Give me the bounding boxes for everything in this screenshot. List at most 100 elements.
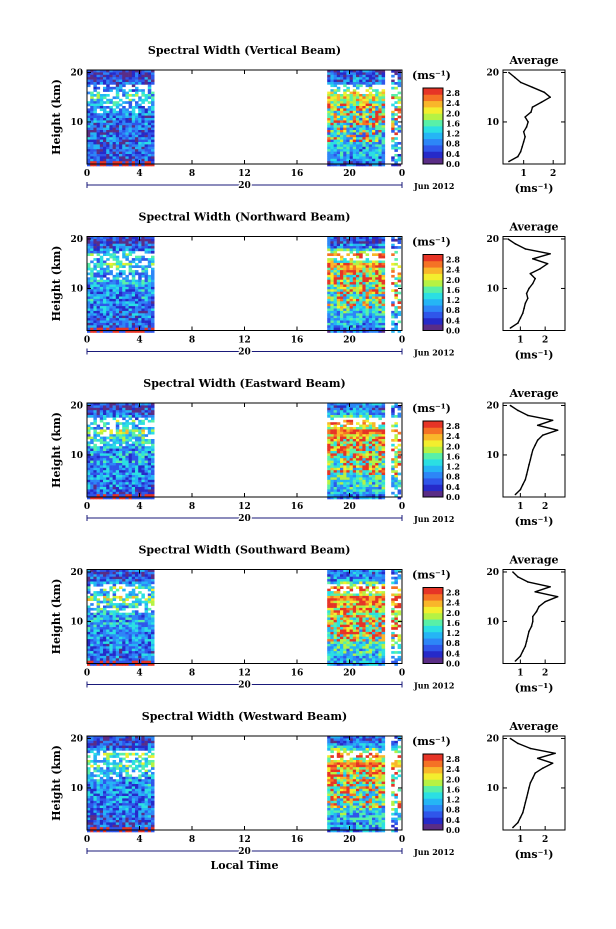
heatmap-cell — [93, 475, 97, 478]
heatmap-cell — [340, 482, 344, 485]
heatmap-cell — [131, 472, 136, 476]
heatmap-cell — [147, 139, 152, 143]
heatmap-cell — [141, 322, 145, 326]
heatmap-cell — [125, 274, 129, 278]
heatmap-cell — [122, 146, 126, 150]
heatmap-cell — [147, 598, 152, 601]
heatmap-cell — [128, 322, 133, 326]
heatmap-cell — [365, 236, 370, 240]
heatmap-cell — [333, 310, 338, 314]
heatmap-cell — [352, 443, 357, 447]
heatmap-cell — [96, 446, 101, 449]
heatmap-cell — [93, 284, 97, 288]
heatmap-cell — [112, 579, 117, 582]
heatmap-cell — [381, 410, 386, 413]
heatmap-cell — [141, 238, 145, 242]
heatmap-cell — [96, 579, 101, 582]
heatmap-cell — [378, 277, 382, 280]
heatmap-cell — [343, 470, 347, 473]
heatmap-cell — [119, 306, 123, 309]
heatmap-cell — [349, 258, 354, 261]
heatmap-cell — [330, 330, 334, 333]
heatmap-cell — [96, 142, 101, 145]
heatmap-cell — [147, 241, 152, 244]
heatmap-cell — [381, 460, 386, 464]
heatmap-cell — [147, 146, 152, 150]
heatmap-cell — [99, 491, 104, 495]
heatmap-cell — [352, 407, 357, 411]
heatmap-cell — [144, 127, 149, 131]
heatmap-cell — [109, 330, 113, 333]
colorbar-tick: 0.4 — [446, 482, 460, 492]
heatmap-cell — [327, 412, 331, 416]
heatmap-cell — [87, 125, 91, 128]
heatmap-cell — [128, 458, 133, 461]
heatmap-cell — [372, 325, 376, 328]
heatmap-cell — [346, 325, 350, 328]
heatmap-cell — [365, 429, 370, 433]
heatmap-cell — [330, 84, 334, 88]
heatmap-cell — [340, 144, 344, 148]
heatmap-cell — [128, 313, 133, 316]
heatmap-cell — [327, 451, 331, 454]
heatmap-cell — [115, 238, 120, 242]
heatmap-cell — [330, 489, 334, 493]
heatmap-cell — [131, 284, 136, 288]
heatmap-cell — [372, 412, 376, 416]
heatmap-cell — [135, 154, 139, 157]
heatmap-cell — [330, 144, 334, 148]
heatmap-cell — [138, 434, 142, 437]
heatmap-cell — [125, 320, 129, 324]
heatmap-cell — [327, 282, 331, 285]
heatmap-cell — [93, 310, 97, 314]
heatmap-cell — [109, 318, 113, 321]
heatmap-cell — [96, 132, 101, 136]
heatmap-cell — [368, 427, 373, 430]
average-title: Average — [508, 387, 558, 400]
heatmap-cell — [141, 583, 145, 587]
heatmap-cell — [343, 308, 347, 312]
heatmap-cell — [135, 429, 139, 433]
heatmap-cell — [368, 487, 373, 490]
heatmap-cell — [333, 106, 338, 109]
heatmap-cell — [93, 274, 97, 278]
heatmap-cell — [372, 330, 376, 333]
average-point — [543, 91, 546, 94]
heatmap-cell — [336, 142, 341, 145]
heatmap-cell — [87, 405, 91, 409]
heatmap-cell — [138, 479, 142, 483]
heatmap-cell — [112, 451, 117, 454]
heatmap-cell — [151, 576, 155, 580]
heatmap-cell — [141, 270, 145, 273]
heatmap-cell — [394, 127, 398, 131]
heatmap-cell — [368, 453, 373, 457]
heatmap-cell — [368, 243, 373, 247]
heatmap-cell — [125, 579, 129, 582]
heatmap-cell — [87, 448, 91, 452]
heatmap-cell — [106, 296, 110, 300]
heatmap-cell — [151, 458, 155, 461]
heatmap-cell — [103, 72, 107, 76]
heatmap-cell — [352, 439, 357, 442]
heatmap-cell — [356, 272, 360, 276]
average-point — [534, 277, 536, 280]
heatmap-cell — [128, 489, 133, 493]
heatmap-cell — [359, 144, 363, 148]
heatmap-cell — [144, 248, 149, 252]
heatmap-cell — [349, 270, 354, 273]
heatmap-cell — [106, 451, 110, 454]
heatmap-cell — [122, 448, 126, 452]
heatmap-cell — [93, 72, 97, 76]
heatmap-cell — [333, 238, 338, 242]
heatmap-cell — [365, 241, 370, 244]
heatmap-cell — [115, 84, 120, 88]
colorbar-swatch — [423, 465, 443, 473]
heatmap-cell — [96, 248, 101, 252]
heatmap-cell — [87, 108, 91, 112]
heatmap-cell — [349, 298, 354, 302]
heatmap-cell — [147, 310, 152, 314]
heatmap-cell — [362, 472, 366, 476]
xtick-label: 8 — [189, 169, 195, 179]
heatmap-cell — [112, 113, 117, 116]
heatmap-cell — [87, 77, 91, 80]
